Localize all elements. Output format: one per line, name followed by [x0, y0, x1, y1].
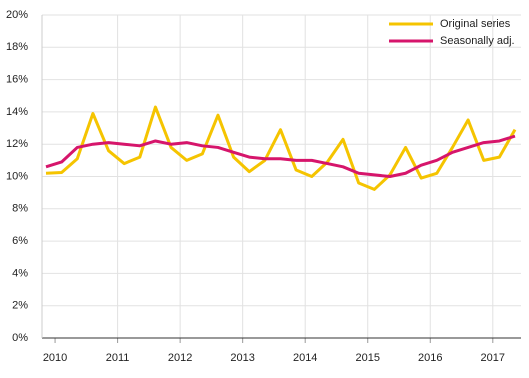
legend-label: Seasonally adj. — [440, 35, 515, 47]
y-tick-label: 6% — [12, 235, 28, 247]
y-tick-label: 8% — [12, 203, 28, 215]
x-tick-label: 2010 — [43, 352, 67, 364]
y-tick-label: 20% — [6, 9, 28, 21]
legend-label: Original series — [440, 18, 511, 30]
x-tick-label: 2012 — [168, 352, 192, 364]
y-tick-label: 16% — [6, 74, 28, 86]
x-tick-label: 2013 — [230, 352, 254, 364]
y-tick-label: 0% — [12, 332, 28, 344]
y-tick-label: 12% — [6, 138, 28, 150]
x-tick-label: 2015 — [355, 352, 379, 364]
y-tick-label: 14% — [6, 106, 28, 118]
series-line — [45, 105, 517, 191]
y-tick-label: 18% — [6, 41, 28, 53]
x-tick-label: 2011 — [106, 352, 130, 364]
y-tick-label: 10% — [6, 170, 28, 182]
x-tick-label: 2016 — [418, 352, 442, 364]
x-tick-label: 2014 — [293, 352, 317, 364]
y-tick-label: 4% — [12, 267, 28, 279]
y-tick-label: 2% — [12, 300, 28, 312]
x-tick-label: 2017 — [481, 352, 505, 364]
series-line — [45, 134, 516, 178]
